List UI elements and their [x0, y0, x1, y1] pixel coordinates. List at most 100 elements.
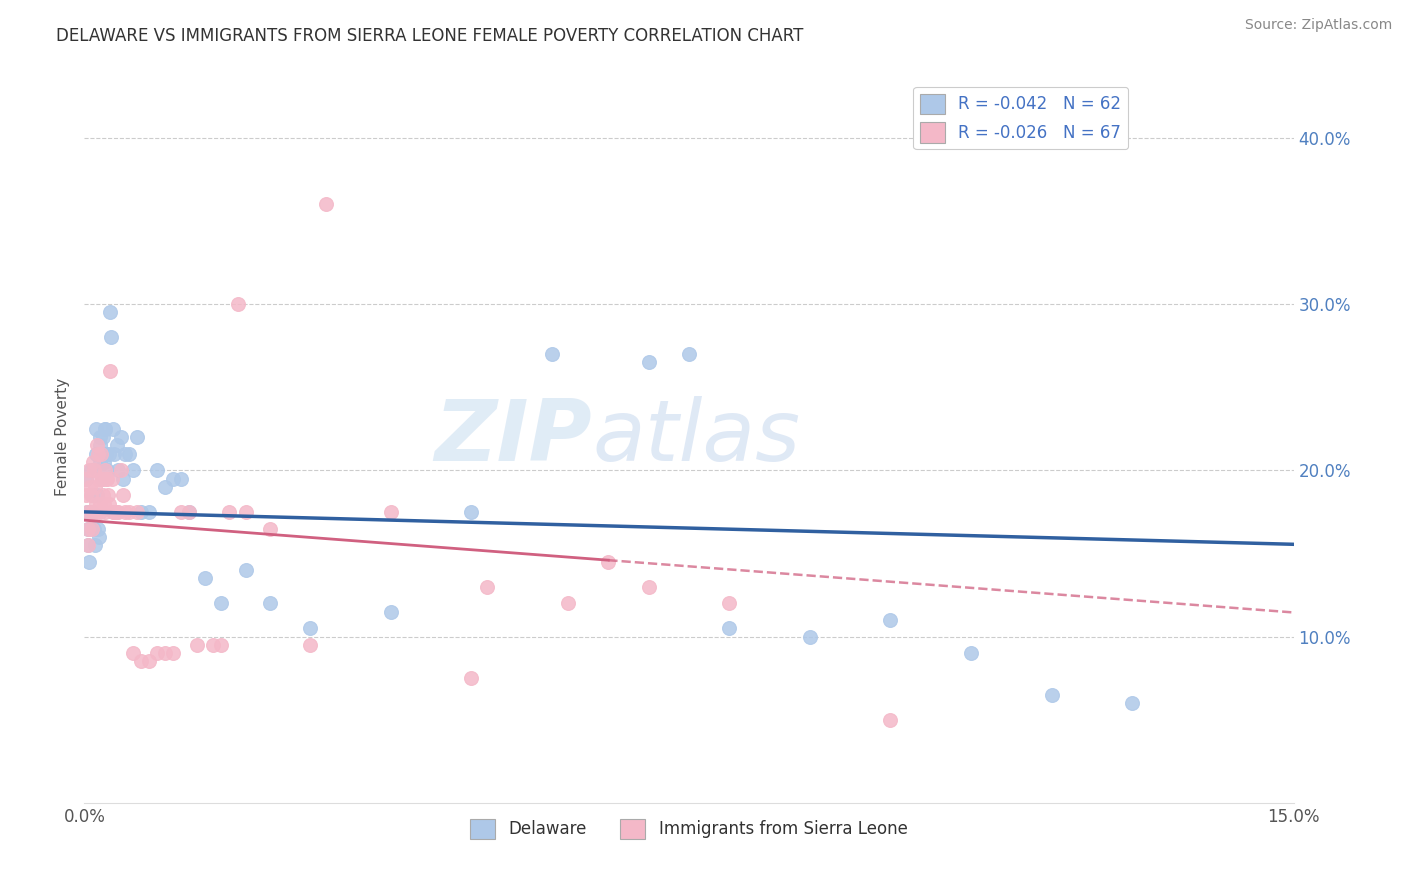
Point [179, 505, 201, 519]
Point [299, 638, 322, 652]
Point [477, 580, 499, 594]
Point [162, 472, 184, 486]
Point [170, 472, 193, 486]
Point [101, 505, 124, 519]
Point [87, 530, 110, 544]
Point [125, 505, 148, 519]
Point [162, 646, 184, 660]
Point [104, 505, 127, 519]
Point [83, 538, 105, 552]
Point [97, 488, 120, 502]
Point [1040, 688, 1063, 702]
Point [678, 347, 700, 361]
Point [960, 646, 983, 660]
Point [259, 521, 281, 535]
Point [637, 355, 659, 369]
Point [82, 488, 104, 502]
Legend: Delaware, Immigrants from Sierra Leone: Delaware, Immigrants from Sierra Leone [464, 812, 914, 846]
Point [76, 505, 98, 519]
Point [82, 521, 104, 535]
Point [91, 488, 114, 502]
Point [89, 430, 111, 444]
Point [82, 505, 104, 519]
Point [107, 463, 129, 477]
Point [170, 505, 193, 519]
Point [637, 580, 659, 594]
Point [138, 505, 160, 519]
Point [209, 596, 232, 610]
Point [77, 538, 100, 552]
Point [153, 480, 176, 494]
Point [91, 430, 114, 444]
Point [799, 630, 821, 644]
Point [598, 555, 620, 569]
Point [94, 447, 117, 461]
Point [460, 671, 482, 685]
Point [80, 463, 103, 477]
Point [80, 505, 103, 519]
Point [77, 538, 100, 552]
Point [107, 505, 129, 519]
Point [89, 438, 111, 452]
Point [76, 521, 98, 535]
Point [80, 488, 103, 502]
Point [93, 455, 115, 469]
Point [114, 505, 136, 519]
Point [83, 521, 105, 535]
Point [79, 480, 101, 494]
Point [299, 621, 322, 635]
Point [879, 613, 901, 627]
Point [315, 197, 337, 211]
Point [209, 638, 232, 652]
Point [97, 447, 120, 461]
Point [1121, 696, 1143, 710]
Point [91, 472, 114, 486]
Point [96, 463, 118, 477]
Point [194, 571, 217, 585]
Point [93, 497, 115, 511]
Point [90, 447, 112, 461]
Point [105, 505, 128, 519]
Point [121, 646, 143, 660]
Point [186, 638, 208, 652]
Point [96, 472, 118, 486]
Point [77, 555, 100, 569]
Point [103, 505, 125, 519]
Point [112, 488, 135, 502]
Text: DELAWARE VS IMMIGRANTS FROM SIERRA LEONE FEMALE POVERTY CORRELATION CHART: DELAWARE VS IMMIGRANTS FROM SIERRA LEONE… [56, 27, 804, 45]
Point [93, 422, 115, 436]
Point [118, 505, 141, 519]
Point [98, 363, 121, 377]
Text: ZIP: ZIP [434, 395, 592, 479]
Point [86, 488, 108, 502]
Point [460, 505, 482, 519]
Point [83, 463, 105, 477]
Point [87, 472, 110, 486]
Point [90, 447, 112, 461]
Point [75, 472, 97, 486]
Point [557, 596, 579, 610]
Point [118, 447, 141, 461]
Text: Source: ZipAtlas.com: Source: ZipAtlas.com [1244, 18, 1392, 32]
Point [75, 488, 97, 502]
Point [114, 447, 136, 461]
Point [91, 472, 114, 486]
Point [259, 596, 281, 610]
Point [235, 505, 257, 519]
Point [82, 455, 104, 469]
Point [235, 563, 257, 577]
Point [76, 521, 98, 535]
Point [146, 463, 169, 477]
Point [86, 505, 108, 519]
Point [77, 463, 100, 477]
Point [100, 330, 122, 344]
Point [146, 646, 169, 660]
Y-axis label: Female Poverty: Female Poverty [55, 378, 70, 496]
Point [103, 447, 125, 461]
Point [129, 505, 152, 519]
Point [100, 472, 122, 486]
Point [89, 497, 111, 511]
Point [94, 472, 117, 486]
Point [218, 505, 240, 519]
Point [121, 463, 143, 477]
